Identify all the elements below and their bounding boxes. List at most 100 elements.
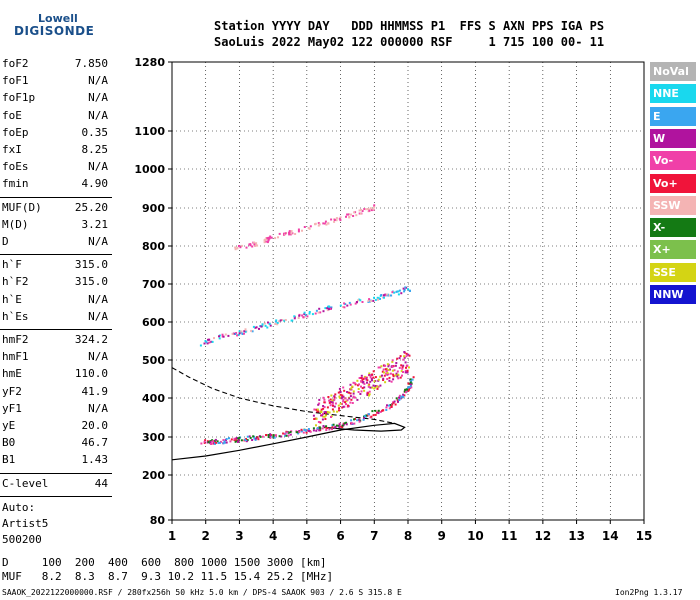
- echo-point-spread_f: [381, 374, 383, 377]
- echo-point-o_trace: [358, 418, 361, 421]
- echo-point-spread_f: [369, 380, 372, 383]
- echo-point-second_hop: [329, 308, 332, 310]
- echo-point-third_hop: [288, 231, 290, 234]
- echo-point-spread_f: [339, 402, 342, 405]
- echo-point-spread_f: [372, 370, 375, 373]
- echo-point-spread_f: [331, 408, 334, 411]
- param-value: 25.20: [74, 200, 108, 214]
- echo-point-spread_f: [403, 351, 406, 353]
- echo-point-spread_f: [360, 385, 362, 388]
- echo-point-spread_f: [333, 405, 336, 408]
- echo-point-o_trace: [274, 434, 277, 437]
- echo-point-spread_f: [347, 404, 349, 407]
- echo-point-third_hop: [270, 236, 273, 239]
- echo-point-third_hop: [330, 218, 333, 221]
- echo-point-second_hop: [386, 293, 389, 296]
- echo-point-spread_f: [339, 396, 341, 399]
- echo-point-spread_f: [402, 371, 404, 373]
- echo-point-spread_f: [361, 381, 364, 384]
- echo-point-spread_f: [341, 403, 343, 405]
- echo-point-second_hop: [400, 292, 403, 295]
- param-row-hmf2: hmF2 324.2: [2, 333, 108, 348]
- echo-point-spread_f: [338, 407, 341, 410]
- param-row-hf2: h`F2 315.0: [2, 275, 108, 290]
- echo-point-o_trace: [345, 421, 348, 424]
- echo-point-spread_f: [353, 382, 356, 385]
- legend-ssw: SSW: [650, 195, 696, 215]
- echo-point-spread_f: [356, 398, 359, 401]
- echo-point-o_trace: [408, 386, 411, 389]
- echo-point-third_hop: [253, 243, 256, 246]
- echo-point-o_trace: [404, 388, 407, 391]
- echo-point-second_hop: [349, 303, 352, 306]
- echo-point-spread_f: [406, 369, 409, 372]
- echo-point-o_trace: [245, 440, 248, 443]
- echo-point-o_trace: [388, 404, 391, 407]
- echo-point-spread_f: [397, 377, 400, 380]
- echo-point-spread_f: [332, 410, 335, 413]
- param-row-b0: B0 46.7: [2, 436, 108, 451]
- echo-point-second_hop: [276, 321, 279, 324]
- param-value: 46.7: [81, 436, 109, 450]
- param-row-foes: foEs N/A: [2, 160, 108, 175]
- legend-noval: NoVal: [650, 62, 696, 81]
- echo-point-o_trace: [307, 428, 310, 430]
- echo-point-spread_f: [349, 401, 352, 404]
- echo-point-spread_f: [392, 378, 395, 381]
- echo-point-o_trace: [388, 407, 391, 410]
- echo-point-o_trace: [319, 427, 322, 430]
- param-key: D: [2, 235, 9, 248]
- echo-point-second_hop: [403, 290, 406, 293]
- echo-point-third_hop: [251, 245, 254, 248]
- echo-point-o_trace: [273, 436, 276, 439]
- echo-point-o_trace: [286, 431, 289, 434]
- echo-point-spread_f: [405, 366, 407, 369]
- echo-point-o_trace: [303, 429, 306, 431]
- echo-point-spread_f: [383, 371, 385, 374]
- echo-point-spread_f: [404, 361, 407, 364]
- echo-point-o_trace: [407, 382, 410, 385]
- echo-point-o_trace: [238, 436, 241, 439]
- echo-point-o_trace: [396, 399, 399, 402]
- echo-point-second_hop: [314, 312, 317, 315]
- echo-point-second_hop: [372, 299, 375, 302]
- echo-point-third_hop: [288, 233, 291, 236]
- echo-point-third_hop: [274, 237, 277, 240]
- echo-point-spread_f: [369, 386, 372, 389]
- echo-point-o_trace: [377, 409, 380, 412]
- echo-point-o_trace: [209, 441, 212, 443]
- param-value: 8.25: [81, 143, 109, 156]
- param-row-d: D N/A: [2, 235, 108, 250]
- param-row-hes: h`Es N/A: [2, 310, 108, 325]
- echo-point-spread_f: [322, 415, 325, 418]
- echo-point-second_hop: [261, 323, 264, 326]
- y-tick-label: 1100: [134, 125, 165, 138]
- echo-point-spread_f: [349, 392, 352, 395]
- echo-point-spread_f: [400, 364, 403, 367]
- echo-point-o_trace: [331, 424, 334, 427]
- echo-point-spread_f: [396, 357, 399, 360]
- echo-point-spread_f: [372, 384, 375, 387]
- echo-point-spread_f: [338, 387, 341, 390]
- echo-point-second_hop: [258, 327, 260, 330]
- echo-point-second_hop: [376, 296, 379, 299]
- echo-point-spread_f: [338, 409, 340, 412]
- param-key: foEp: [2, 125, 29, 139]
- echo-point-o_trace: [300, 428, 303, 431]
- header-row-labels: Station YYYY DAY DDD HHMMSS P1 FFS S AXN…: [214, 19, 605, 33]
- param-row-md: M(D) 3.21: [2, 218, 108, 233]
- echo-point-spread_f: [315, 408, 318, 411]
- echo-point-second_hop: [303, 311, 306, 314]
- echo-point-o_trace: [350, 419, 353, 422]
- param-key: h`F2: [2, 275, 29, 289]
- echo-point-spread_f: [317, 410, 320, 413]
- echo-point-spread_f: [339, 391, 342, 393]
- echo-point-o_trace: [315, 429, 318, 432]
- echo-point-second_hop: [208, 341, 211, 344]
- param-key: h`F: [2, 258, 22, 272]
- param-row-fmin: fmin 4.90: [2, 177, 108, 192]
- echo-point-o_trace: [365, 414, 368, 417]
- echo-point-second_hop: [368, 298, 371, 301]
- echo-point-o_trace: [395, 397, 398, 400]
- footer-version: Ion2Png 1.3.17: [615, 588, 683, 597]
